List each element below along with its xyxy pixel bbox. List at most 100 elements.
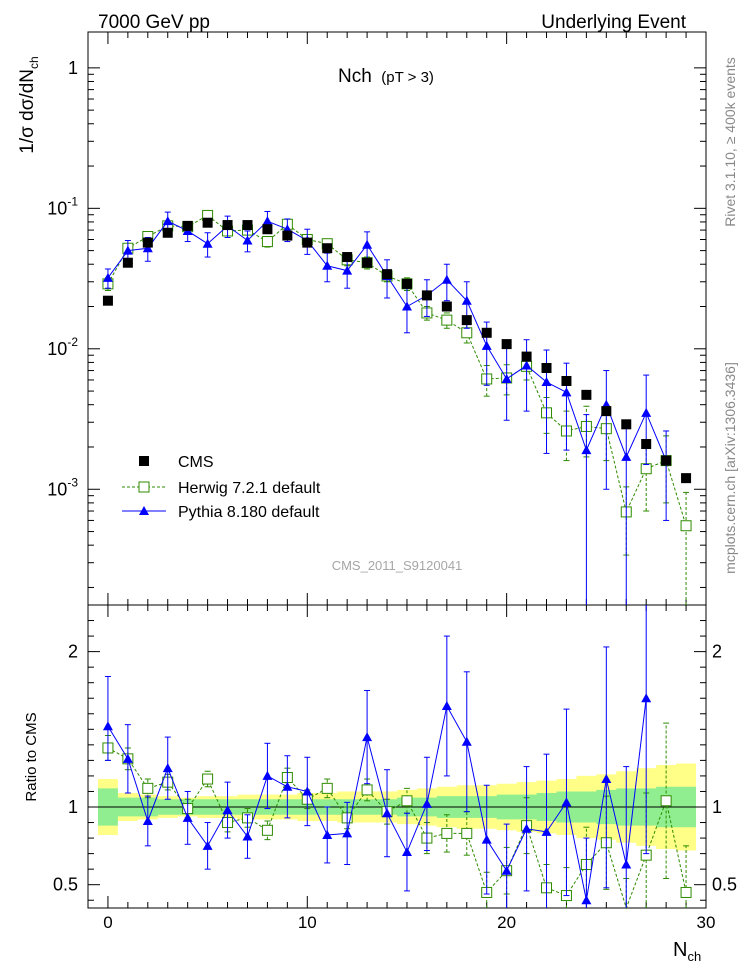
pythia-point bbox=[441, 274, 452, 284]
pythia-ratio-line bbox=[107, 698, 647, 901]
plot-frames bbox=[87, 31, 707, 909]
plot-title-sub: (pT > 3) bbox=[381, 69, 434, 86]
pythia-point bbox=[621, 451, 632, 461]
header-right-label: Underlying Event bbox=[541, 12, 686, 33]
pythia-point bbox=[242, 235, 253, 245]
x-tick-label: 10 bbox=[298, 913, 317, 932]
y-tick-label-exponent: -1 bbox=[67, 194, 78, 208]
ratio-y-tick-label: 1 bbox=[68, 797, 78, 817]
cms-point bbox=[601, 406, 612, 417]
pythia-ratio-point bbox=[142, 815, 153, 825]
pythia-point bbox=[262, 216, 273, 226]
side-label-mcplots: mcplots.cern.ch [arXiv:1306.3436] bbox=[722, 362, 738, 574]
pythia-ratio-point bbox=[621, 859, 632, 869]
herwig-ratio-point bbox=[401, 795, 413, 807]
cms-point bbox=[501, 339, 512, 350]
cms-point bbox=[302, 237, 313, 248]
pythia-ratio-point bbox=[521, 823, 532, 833]
plot-title: Nch (pT > 3) bbox=[338, 66, 434, 87]
cms-point bbox=[581, 389, 592, 400]
pythia-ratio-point bbox=[322, 829, 333, 839]
cms-point bbox=[362, 257, 373, 268]
pythia-ratio-point bbox=[541, 826, 552, 836]
herwig-ratio-point bbox=[361, 784, 373, 796]
cms-point bbox=[541, 362, 552, 373]
legend-marker-cms bbox=[139, 456, 149, 466]
pythia-ratio-point bbox=[481, 834, 492, 844]
y-tick-label-exponent: -3 bbox=[67, 475, 78, 489]
cms-point bbox=[242, 220, 253, 231]
cms-point bbox=[142, 237, 153, 248]
pythia-ratio-point bbox=[382, 808, 393, 818]
pythia-point bbox=[581, 445, 592, 455]
pythia-ratio-point bbox=[282, 781, 293, 791]
cms-point bbox=[102, 295, 113, 306]
pythia-point bbox=[501, 373, 512, 383]
pythia-point bbox=[521, 360, 532, 370]
pythia-point bbox=[122, 245, 133, 255]
ratio-plot-frame bbox=[87, 604, 707, 909]
cms-point bbox=[521, 351, 532, 362]
cms-point bbox=[382, 269, 393, 280]
pythia-point bbox=[561, 387, 572, 397]
ratio-y-tick-label: 0.5 bbox=[53, 875, 78, 895]
pythia-ratio-point bbox=[262, 770, 273, 780]
pythia-point bbox=[641, 407, 652, 417]
y-tick-label-exponent: -2 bbox=[67, 335, 78, 349]
pythia-ratio-point bbox=[561, 797, 572, 807]
x-tick-label: 0 bbox=[103, 913, 112, 932]
cms-point bbox=[342, 252, 353, 263]
pythia-ratio-point bbox=[102, 721, 113, 731]
pythia-ratio-point bbox=[461, 736, 472, 746]
pythia-point bbox=[202, 238, 213, 248]
pythia-ratio-point bbox=[601, 774, 612, 784]
herwig-ratio-point bbox=[321, 782, 333, 794]
pythia-point bbox=[461, 295, 472, 305]
pythia-point bbox=[362, 239, 373, 249]
pythia-point bbox=[342, 265, 353, 275]
cms-point bbox=[441, 301, 452, 312]
pythia-point bbox=[401, 301, 412, 311]
herwig-ratio-point bbox=[261, 824, 273, 836]
cms-point bbox=[162, 227, 173, 238]
ratio-y-tick-label: 2 bbox=[68, 642, 78, 662]
axis-ticks: 0 10 20 30 Nch 10-3 10-2 10-1 1 1/σ dσ/dNch 0.5 0.5… bbox=[17, 32, 737, 964]
cms-point bbox=[621, 419, 632, 430]
cms-point bbox=[401, 278, 412, 289]
herwig-point bbox=[680, 520, 692, 532]
pythia-ratio-point bbox=[362, 732, 373, 742]
x-tick-label: 20 bbox=[497, 913, 516, 932]
ratio-plot-data bbox=[102, 605, 692, 910]
cms-point bbox=[661, 455, 672, 466]
cms-point bbox=[481, 327, 492, 338]
cms-point bbox=[322, 243, 333, 254]
pythia-point bbox=[102, 272, 113, 282]
cms-point bbox=[222, 220, 233, 231]
pythia-ratio-point bbox=[182, 812, 193, 822]
ratio-y-tick-label-right: 0.5 bbox=[712, 875, 737, 895]
legend-label: CMS bbox=[178, 454, 214, 471]
y-tick-label: 10-3 bbox=[47, 475, 78, 499]
pythia-ratio-point bbox=[421, 798, 432, 808]
y-tick-label: 1 bbox=[68, 58, 78, 78]
side-label-rivet: Rivet 3.1.10, ≥ 400k events bbox=[722, 57, 738, 227]
header-left-label: 7000 GeV pp bbox=[98, 12, 210, 33]
x-axis-label: Nch bbox=[673, 939, 701, 964]
herwig-ratio-point bbox=[461, 827, 473, 839]
pythia-ratio-point bbox=[501, 865, 512, 875]
y-tick-label: 10-2 bbox=[47, 335, 78, 359]
watermark-label: CMS_2011_S9120041 bbox=[332, 558, 463, 573]
cms-point bbox=[122, 257, 133, 268]
cms-point bbox=[561, 375, 572, 386]
herwig-point bbox=[640, 463, 652, 475]
x-tick-label: 30 bbox=[697, 913, 716, 932]
cms-point bbox=[182, 220, 193, 231]
cms-point bbox=[641, 439, 652, 450]
legend-label: Herwig 7.2.1 default bbox=[178, 480, 321, 497]
x-axis-label-subscript: ch bbox=[687, 949, 701, 964]
main-plot-data bbox=[102, 209, 692, 605]
ratio-y-tick-label-right: 2 bbox=[712, 642, 722, 662]
y-axis-label-subscript: ch bbox=[27, 56, 41, 69]
pythia-ratio-point bbox=[202, 840, 213, 850]
